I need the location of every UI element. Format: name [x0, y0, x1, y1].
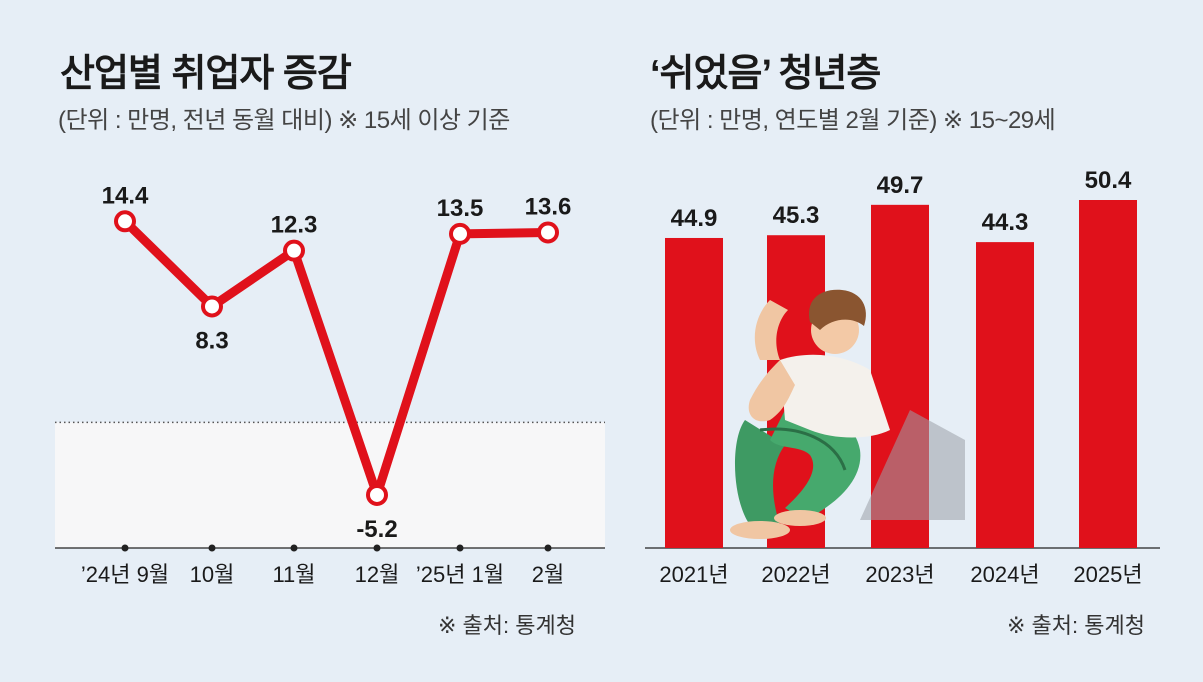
bar	[1079, 200, 1137, 548]
x-tick-dot	[290, 544, 298, 552]
x-tick-label: ’24년 9월	[81, 562, 169, 587]
data-label: -5.2	[356, 516, 397, 543]
x-tick-label: 11월	[272, 562, 315, 587]
data-label: 8.3	[195, 327, 228, 354]
employment-source-note: ※ 출처: 통계청	[438, 613, 576, 638]
x-tick-dot	[544, 544, 552, 552]
employment-chart-subtitle: (단위 : 만명, 전년 동월 대비) ※ 15세 이상 기준	[58, 107, 510, 134]
data-point	[201, 295, 223, 318]
x-tick-label: 2023년	[865, 562, 934, 587]
employment-line-chart: 14.4 ’24년 9월 8.3 10월 12.3 11월 -5.2 12월 13.5 ’25년 …	[55, 182, 605, 587]
data-point	[283, 239, 305, 262]
data-label: 49.7	[877, 172, 924, 199]
data-label: 45.3	[773, 202, 820, 229]
data-label: 13.5	[437, 195, 484, 222]
data-label: 13.6	[525, 193, 572, 220]
x-tick-label: 10월	[190, 562, 235, 587]
raised-arm-shape	[754, 300, 788, 360]
arm-shape	[748, 360, 795, 422]
x-tick-label: 2022년	[761, 562, 830, 587]
employment-chart-title: 산업별 취업자 증감	[60, 53, 352, 95]
data-point	[449, 222, 471, 245]
series-line	[120, 216, 553, 500]
seated-youth-illustration	[730, 289, 965, 539]
negative-area-background	[55, 422, 605, 548]
data-point	[537, 221, 559, 244]
employment-change-panel: 산업별 취업자 증감 (단위 : 만명, 전년 동월 대비) ※ 15세 이상 …	[55, 53, 605, 638]
resting-youth-bar-chart: 44.9 2021년 45.3 2022년 49.7 2023년 44.3 2024년 50.4…	[645, 167, 1160, 587]
resting-youth-panel: ‘쉬었음’ 청년층 (단위 : 만명, 연도별 2월 기준) ※ 15~29세 …	[620, 0, 1203, 682]
bar	[665, 237, 723, 548]
data-point	[114, 210, 136, 233]
resting-youth-chart-subtitle: (단위 : 만명, 연도별 2월 기준) ※ 15~29세	[650, 107, 1056, 134]
data-label: 12.3	[271, 212, 318, 239]
data-label: 50.4	[1085, 167, 1132, 194]
x-tick-dot	[121, 544, 129, 552]
x-tick-label: ’25년 1월	[416, 562, 504, 587]
x-tick-dot	[456, 544, 464, 552]
resting-youth-source-note: ※ 출처: 통계청	[1007, 613, 1145, 638]
shadow-shape	[860, 410, 965, 520]
foot-shape	[774, 510, 826, 526]
data-label: 44.3	[982, 209, 1029, 236]
x-tick-dot	[208, 544, 216, 552]
x-tick-label: 2025년	[1073, 562, 1142, 587]
x-tick-dot	[373, 544, 381, 552]
hair-shape	[809, 289, 866, 330]
left-leg-shape	[734, 420, 785, 525]
pants-stripe	[759, 427, 847, 471]
data-label: 14.4	[102, 182, 149, 209]
data-point	[366, 483, 388, 506]
bar	[976, 242, 1034, 548]
x-tick-label: 2021년	[659, 562, 728, 587]
foot-shape	[730, 521, 790, 539]
data-label: 44.9	[671, 205, 718, 232]
shirt-shape	[780, 354, 890, 438]
x-tick-label: 2월	[532, 562, 564, 587]
x-tick-label: 2024년	[970, 562, 1039, 587]
x-tick-label: 12월	[355, 562, 400, 587]
resting-youth-chart-title: ‘쉬었음’ 청년층	[650, 53, 881, 95]
